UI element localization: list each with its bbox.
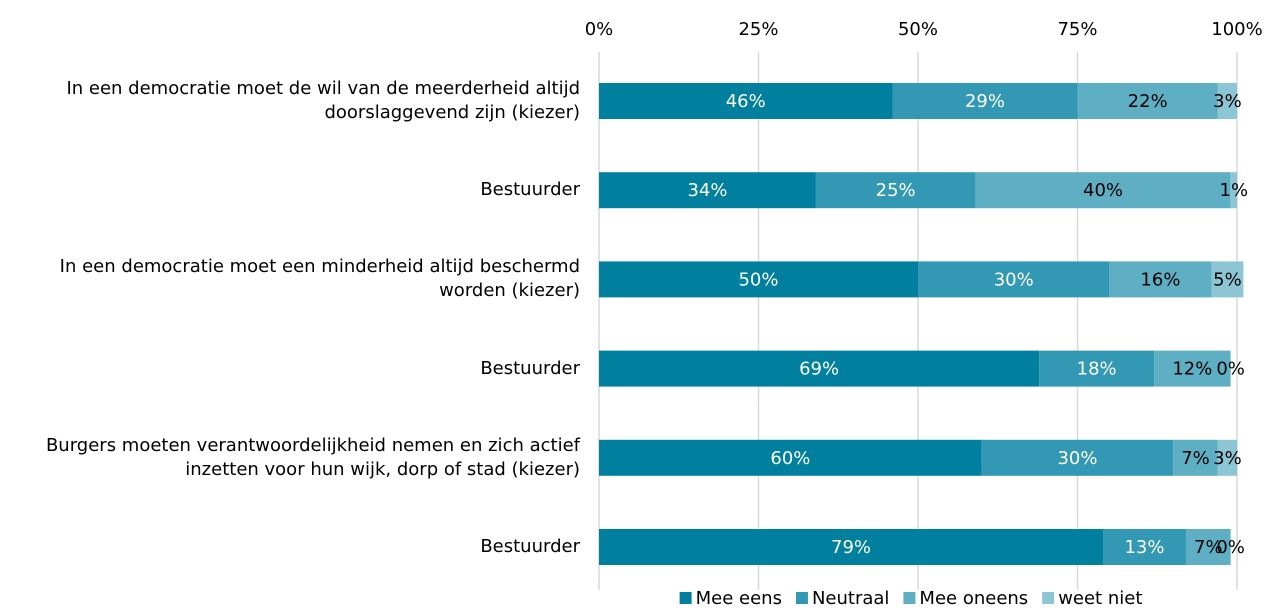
x-tick-label: 100% (1211, 19, 1262, 40)
x-tick-label: 0% (585, 19, 614, 40)
legend-swatch (1042, 592, 1055, 604)
value-label: 7% (1181, 448, 1210, 469)
value-label: 25% (876, 180, 916, 201)
value-label: 16% (1140, 269, 1180, 290)
value-label: 50% (738, 269, 778, 290)
value-label: 79% (831, 537, 871, 558)
value-label: 46% (726, 91, 766, 112)
bar-segment (815, 172, 976, 209)
x-tick-label: 50% (898, 19, 938, 40)
bar-segment (1103, 529, 1186, 565)
bar-segment (1109, 261, 1212, 298)
value-label: 30% (1057, 448, 1097, 469)
value-label: 5% (1213, 269, 1242, 290)
value-label: 69% (799, 359, 839, 380)
value-label: 12% (1172, 359, 1212, 380)
bar-segment (1211, 261, 1244, 298)
bar-segment (981, 439, 1174, 476)
category-label: Bestuurder (480, 357, 580, 379)
bar-segment (599, 261, 918, 298)
legend-label: Neutraal (812, 588, 889, 609)
bar-segment (599, 83, 893, 119)
legend-swatch (795, 592, 808, 604)
category-label: Bestuurder (480, 179, 580, 201)
legend-swatch (903, 592, 916, 604)
legend-label: Mee oneens (919, 588, 1028, 609)
value-label: 13% (1124, 537, 1164, 558)
category-label: In een democratie moet een minderheid al… (59, 256, 580, 302)
bar-segment (1154, 350, 1231, 387)
x-tick-label: 75% (1057, 19, 1097, 40)
category-label: Bestuurder (480, 536, 580, 557)
x-tick-label: 25% (738, 19, 778, 40)
bar-segment (1077, 83, 1218, 119)
bar-segment (599, 172, 816, 209)
bar-segment (1039, 350, 1155, 387)
bar-segment (1217, 439, 1237, 476)
value-label: 3% (1213, 91, 1242, 112)
value-label: 29% (965, 91, 1005, 112)
value-label: 7% (1194, 537, 1223, 558)
bar-segment (1230, 172, 1237, 209)
value-label: 60% (770, 448, 810, 469)
value-label: 30% (994, 269, 1034, 290)
bar-segment (975, 172, 1231, 209)
category-label: Burgers moeten verantwoordelijkheid neme… (45, 434, 580, 480)
bar-segment (918, 261, 1110, 298)
legend-label: weet niet (1058, 588, 1142, 609)
value-label: 18% (1077, 359, 1117, 380)
bar-segment (1217, 83, 1237, 119)
bar-segment (599, 350, 1040, 387)
value-label: 22% (1128, 91, 1168, 112)
category-label: In een democratie moet de wil van de mee… (66, 78, 580, 123)
bar-segment (599, 439, 982, 476)
value-label: 40% (1083, 180, 1123, 201)
legend-label: Mee eens (696, 588, 782, 609)
value-label: 0% (1216, 537, 1245, 558)
bar-segment (599, 529, 1104, 565)
bar-segment (892, 83, 1078, 119)
bar-segment (1185, 529, 1231, 565)
value-label: 0% (1216, 359, 1245, 380)
legend-swatch (679, 592, 692, 604)
value-label: 3% (1213, 448, 1242, 469)
bar-segment (1173, 439, 1218, 476)
value-label: 34% (687, 180, 727, 201)
value-label: 1% (1220, 180, 1249, 201)
